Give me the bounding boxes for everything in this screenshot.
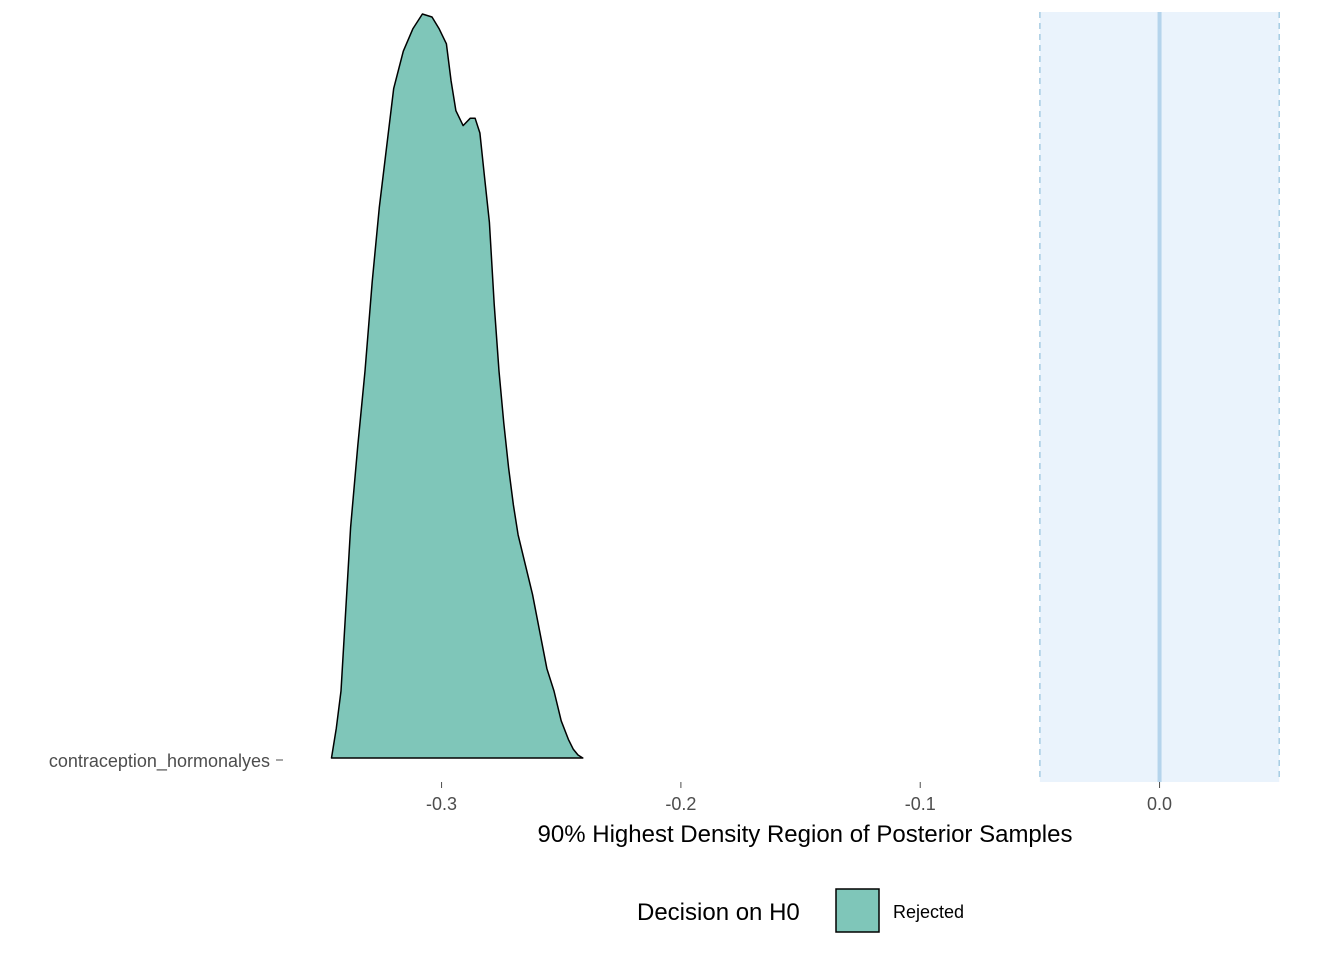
legend-title: Decision on H0 <box>637 899 800 926</box>
x-tick-label: -0.3 <box>426 794 457 814</box>
density-ridge-rejected <box>330 13 584 759</box>
x-axis-title: 90% Highest Density Region of Posterior … <box>538 821 1073 848</box>
legend-label-rejected: Rejected <box>893 902 964 922</box>
y-axis: contraception_hormonalyes <box>49 751 283 772</box>
x-axis: -0.3 -0.2 -0.1 0.0 <box>426 782 1172 814</box>
x-tick-label: -0.1 <box>905 794 936 814</box>
x-tick-label: 0.0 <box>1147 794 1172 814</box>
x-tick-label: -0.2 <box>665 794 696 814</box>
legend: Decision on H0 Rejected <box>637 888 964 933</box>
density-layer <box>330 13 584 759</box>
legend-key-rejected <box>835 888 880 933</box>
y-tick-label: contraception_hormonalyes <box>49 751 270 772</box>
